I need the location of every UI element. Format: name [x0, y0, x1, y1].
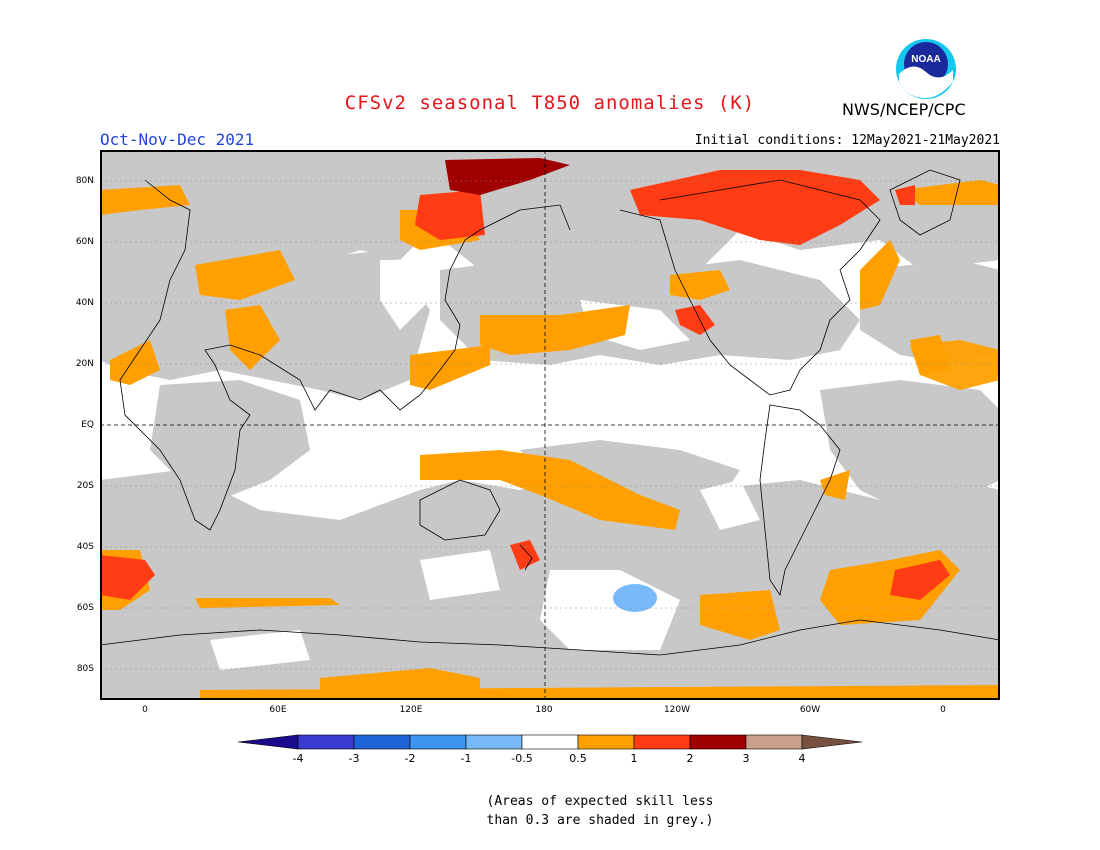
- lon-label: 0: [940, 705, 946, 715]
- anomaly-m1-m05: [613, 584, 657, 612]
- legend-swatch: [689, 734, 747, 750]
- lat-label: 80N: [75, 176, 94, 186]
- anomaly-1-2: [100, 170, 950, 600]
- legend-swatch: [353, 734, 411, 750]
- lat-label: 40S: [76, 542, 94, 552]
- lat-label: 80S: [76, 664, 94, 674]
- lat-label: 40N: [75, 298, 94, 308]
- lat-label: EQ: [81, 420, 94, 430]
- legend-swatch: [409, 734, 467, 750]
- lat-label: 20S: [76, 481, 94, 491]
- agency-label: NWS/NCEP/CPC: [842, 100, 966, 119]
- grid: [100, 180, 1000, 670]
- anomaly-2-3: [445, 158, 570, 195]
- footnote-line-2: than 0.3 are shaded in grey.): [486, 813, 714, 828]
- lon-label: 60W: [799, 705, 821, 715]
- lon-label: 180: [535, 705, 553, 715]
- color-legend: [238, 734, 863, 750]
- legend-swatch-lt-minus4: [238, 734, 299, 750]
- coastlines: [100, 169, 1000, 656]
- lat-label: 60S: [76, 603, 94, 613]
- legend-label: 3: [742, 752, 750, 765]
- lon-label: 60E: [269, 705, 287, 715]
- legend-swatch-gt-4: [801, 734, 863, 750]
- lat-label: 60N: [75, 237, 94, 247]
- logo-text: NOAA: [911, 54, 940, 65]
- legend-label: 2: [686, 752, 694, 765]
- season-label: Oct-Nov-Dec 2021: [100, 130, 255, 149]
- lat-label: 20N: [75, 359, 94, 369]
- legend-swatch: [465, 734, 523, 750]
- legend-swatch: [297, 734, 355, 750]
- legend-swatch: [745, 734, 803, 750]
- initial-conditions-label: Initial conditions: 12May2021-21May2021: [694, 133, 1000, 148]
- legend-label: 0.5: [569, 752, 587, 765]
- legend-label: 4: [798, 752, 806, 765]
- footnote-line-1: (Areas of expected skill less: [486, 794, 714, 809]
- lon-label: 120W: [663, 705, 691, 715]
- legend-label: -1: [460, 752, 472, 765]
- legend-swatch: [521, 734, 579, 750]
- lon-label: 0: [142, 705, 148, 715]
- map-title: CFSv2 seasonal T850 anomalies (K): [344, 92, 756, 114]
- legend-label: -2: [404, 752, 416, 765]
- anomaly-05-1: [100, 180, 1000, 700]
- anomaly-map: [100, 150, 1000, 700]
- legend-label: 1: [630, 752, 638, 765]
- legend-label: -3: [348, 752, 360, 765]
- skill-footnote: (Areas of expected skill less than 0.3 a…: [0, 792, 1100, 830]
- legend-swatch: [633, 734, 691, 750]
- map-frame: [100, 150, 1000, 700]
- lon-label: 120E: [399, 705, 423, 715]
- legend-swatch: [577, 734, 635, 750]
- legend-label: -0.5: [511, 752, 533, 765]
- noaa-logo: NOAA: [895, 38, 957, 104]
- legend-label: -4: [292, 752, 304, 765]
